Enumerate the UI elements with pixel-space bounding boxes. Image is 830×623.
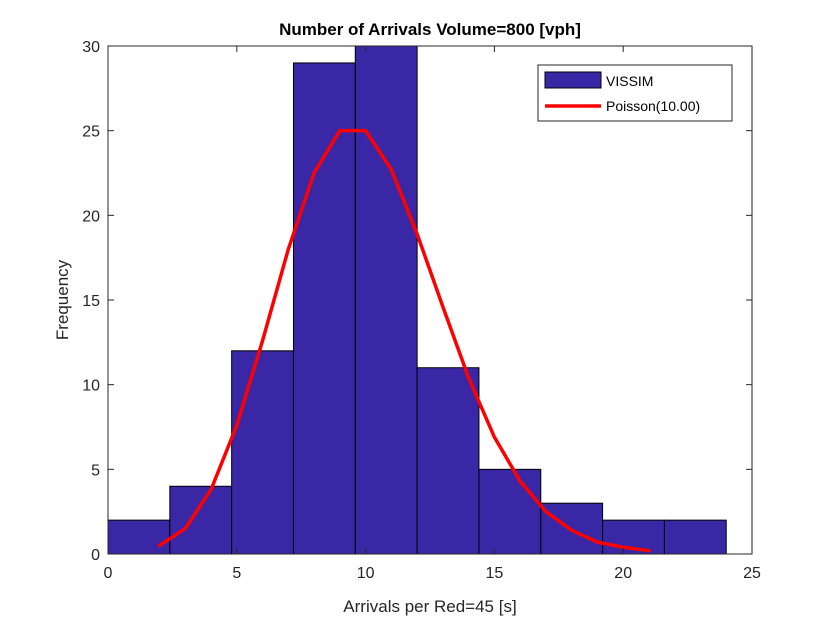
x-tick-label: 10	[357, 565, 375, 582]
histogram-bar	[107, 519, 171, 555]
x-axis-label: Arrivals per Red=45 [s]	[343, 597, 516, 616]
y-tick-label: 5	[91, 462, 100, 479]
y-tick-label: 10	[82, 378, 100, 395]
histogram-bar	[663, 519, 727, 555]
y-tick-label: 20	[82, 208, 100, 225]
poisson-line	[157, 128, 651, 553]
histogram-bar	[478, 468, 542, 555]
legend-label-vissim: VISSIM	[606, 73, 653, 89]
legend: VISSIM Poisson(10.00)	[537, 64, 733, 122]
histogram-bar	[169, 485, 233, 555]
legend-swatch-vissim	[544, 71, 602, 89]
y-axis-label: Frequency	[53, 259, 72, 340]
x-tick-label: 0	[104, 565, 113, 582]
x-tick-label: 15	[486, 565, 504, 582]
x-tick-label: 25	[743, 565, 761, 582]
chart-title: Number of Arrivals Volume=800 [vph]	[279, 20, 581, 39]
y-tick-label: 0	[91, 547, 100, 564]
histogram-bar	[416, 367, 480, 555]
x-tick-label: 5	[232, 565, 241, 582]
histogram-bar	[231, 350, 294, 555]
y-tick-label: 15	[82, 293, 100, 310]
y-tick-label: 30	[82, 39, 100, 56]
histogram-bar	[354, 45, 418, 555]
x-tick-label: 20	[614, 565, 632, 582]
histogram-bar	[292, 62, 356, 555]
legend-label-poisson: Poisson(10.00)	[606, 98, 700, 114]
y-tick-label: 25	[82, 124, 100, 141]
